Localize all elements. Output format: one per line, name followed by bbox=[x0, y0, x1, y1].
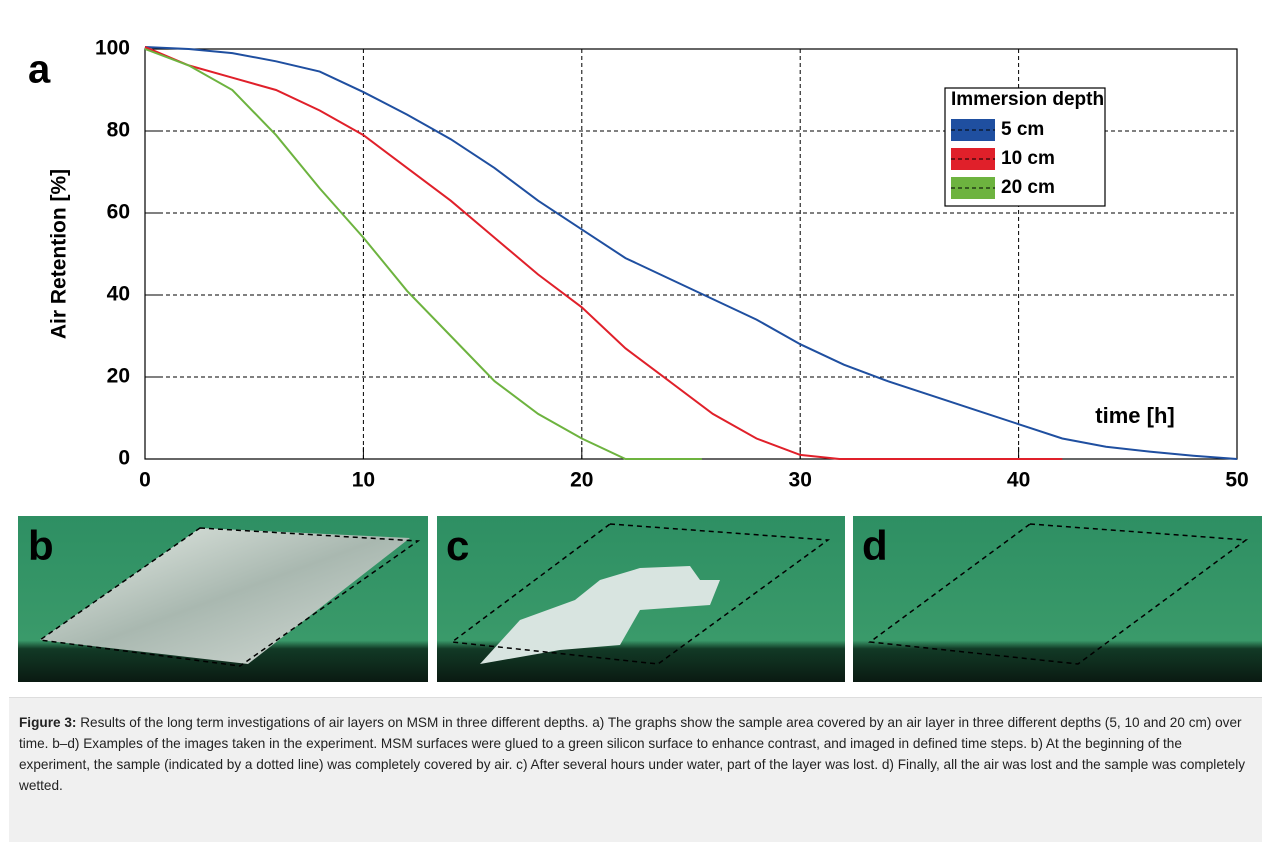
photo bbox=[853, 516, 1262, 682]
x-axis-label: time [h] bbox=[1095, 403, 1174, 428]
x-tick-label: 50 bbox=[1225, 469, 1248, 492]
x-tick-label: 30 bbox=[789, 469, 812, 492]
photo-c: c bbox=[437, 516, 845, 682]
x-tick-label: 0 bbox=[139, 469, 151, 492]
y-tick-label: 60 bbox=[107, 201, 130, 224]
caption-text: Results of the long term investigations … bbox=[19, 715, 1245, 793]
photo-label: b bbox=[28, 522, 54, 569]
photo-d: d bbox=[853, 516, 1262, 682]
y-tick-label: 0 bbox=[118, 447, 130, 470]
x-tick-label: 20 bbox=[570, 469, 593, 492]
y-axis-label: Air Retention [%] bbox=[48, 169, 71, 339]
caption: Figure 3: Results of the long term inves… bbox=[9, 697, 1262, 842]
chart-background bbox=[0, 0, 1267, 500]
y-tick-label: 80 bbox=[107, 119, 130, 142]
x-tick-label: 40 bbox=[1007, 469, 1030, 492]
y-tick-label: 20 bbox=[107, 365, 130, 388]
legend-label: 10 cm bbox=[1001, 148, 1055, 169]
y-tick-label: 100 bbox=[95, 37, 130, 60]
panel-label: a bbox=[28, 48, 51, 92]
caption-label: Figure 3: bbox=[19, 715, 76, 730]
photo-label: c bbox=[446, 522, 469, 569]
photo-b: b bbox=[18, 516, 428, 682]
photo-label: d bbox=[862, 522, 888, 569]
legend-label: 20 cm bbox=[1001, 177, 1055, 198]
figure: a Air Retention [%] time [h] 0 20 40 60 80 10… bbox=[0, 0, 1267, 690]
page: a Air Retention [%] time [h] 0 20 40 60 80 10… bbox=[0, 0, 1267, 853]
y-tick-label: 40 bbox=[107, 283, 130, 306]
legend-label: 5 cm bbox=[1001, 119, 1044, 140]
legend-title: Immersion depth bbox=[951, 89, 1104, 110]
x-tick-label: 10 bbox=[352, 469, 375, 492]
